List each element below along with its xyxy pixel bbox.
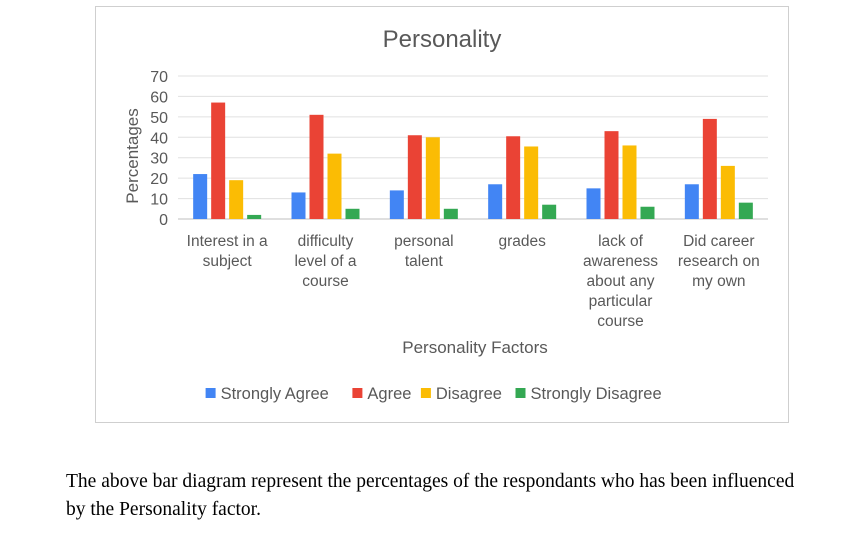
bar [640, 206, 655, 219]
bar [345, 208, 360, 219]
y-tick-label: 10 [150, 192, 168, 209]
y-tick-label: 40 [150, 130, 168, 147]
chart-frame: Personality 0 10 20 30 40 50 60 70 Interest in a… [95, 6, 789, 423]
bar [684, 184, 699, 219]
caption-text: The above bar diagram represent the perc… [66, 471, 795, 520]
legend-swatch [515, 388, 526, 398]
y-tick-label: 50 [150, 110, 168, 127]
x-tick-label: grades [498, 233, 546, 250]
chart-title: Personality [383, 26, 502, 53]
bar [211, 102, 226, 219]
bar [702, 118, 717, 219]
bar [327, 153, 342, 219]
bar [604, 131, 619, 219]
y-tick-label: 30 [150, 151, 168, 168]
bar [407, 135, 422, 219]
bar [193, 174, 208, 219]
x-tick-label: personal talent [394, 233, 453, 270]
bar [542, 204, 557, 219]
bar [506, 136, 521, 219]
legend-label: Agree [367, 385, 411, 403]
x-tick-label: difficulty level of a course [294, 233, 356, 290]
legend-swatch [420, 388, 431, 398]
bar [443, 208, 458, 219]
bar [488, 184, 503, 219]
y-tick-label: 70 [150, 69, 168, 86]
bar [247, 214, 262, 219]
x-axis-title: Personality Factors [402, 338, 548, 357]
bar-chart: Personality 0 10 20 30 40 50 60 70 Interest in a… [123, 26, 768, 403]
legend-swatch [205, 388, 216, 398]
y-tick-label: 0 [159, 212, 168, 229]
bar [720, 165, 735, 219]
x-tick-label: Did career research on my own [678, 233, 760, 290]
bar [229, 180, 244, 219]
y-axis-title: Percentages [123, 108, 142, 203]
bar [586, 188, 601, 219]
bar [425, 137, 440, 219]
legend-swatch [352, 388, 363, 398]
bar [309, 114, 324, 219]
bar [389, 190, 404, 219]
bar [291, 192, 306, 219]
x-tick-label: Interest in a subject [187, 233, 268, 270]
bar [524, 146, 539, 219]
legend-label: Strongly Disagree [531, 385, 662, 403]
y-tick-label: 20 [150, 171, 168, 188]
bar [622, 145, 637, 219]
legend-label: Disagree [436, 385, 502, 403]
legend-label: Strongly Agree [221, 385, 329, 403]
bar [738, 202, 753, 219]
y-tick-label: 60 [150, 89, 168, 106]
x-tick-label: lack of awareness about any particular cours… [583, 233, 658, 330]
